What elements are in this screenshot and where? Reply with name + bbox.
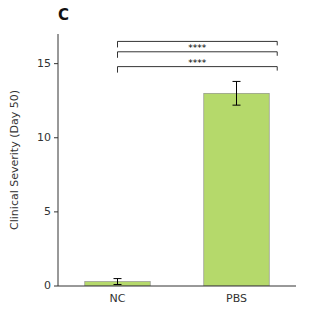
annotation: **** <box>188 43 207 53</box>
bar <box>204 93 269 286</box>
y-tick <box>54 286 58 287</box>
y-tick-label: 0 <box>44 279 51 292</box>
x-axis-line <box>58 286 296 287</box>
annotation: **** <box>188 58 207 68</box>
y-tick <box>54 137 58 138</box>
x-tick-label: PBS <box>226 292 247 305</box>
y-tick-label: 15 <box>37 57 51 70</box>
chart-container: 0 5 10 15 **** **** NC PBS Clinical Severity (Da… <box>0 0 320 320</box>
x-tick-label: NC <box>110 292 126 305</box>
title: C <box>58 6 69 24</box>
y-tick-label: 10 <box>37 131 51 144</box>
error-bar <box>233 81 241 105</box>
y-tick <box>54 63 58 64</box>
y-tick <box>54 211 58 212</box>
y-axis-label: Clinical Severity (Day 50) <box>8 90 21 230</box>
y-axis-line <box>58 34 59 286</box>
error-bar <box>114 279 122 285</box>
chart-svg: 0 5 10 15 **** **** NC PBS Clinical Severity (Da… <box>0 0 320 320</box>
plot-area <box>85 41 277 286</box>
y-tick-label: 5 <box>44 205 51 218</box>
